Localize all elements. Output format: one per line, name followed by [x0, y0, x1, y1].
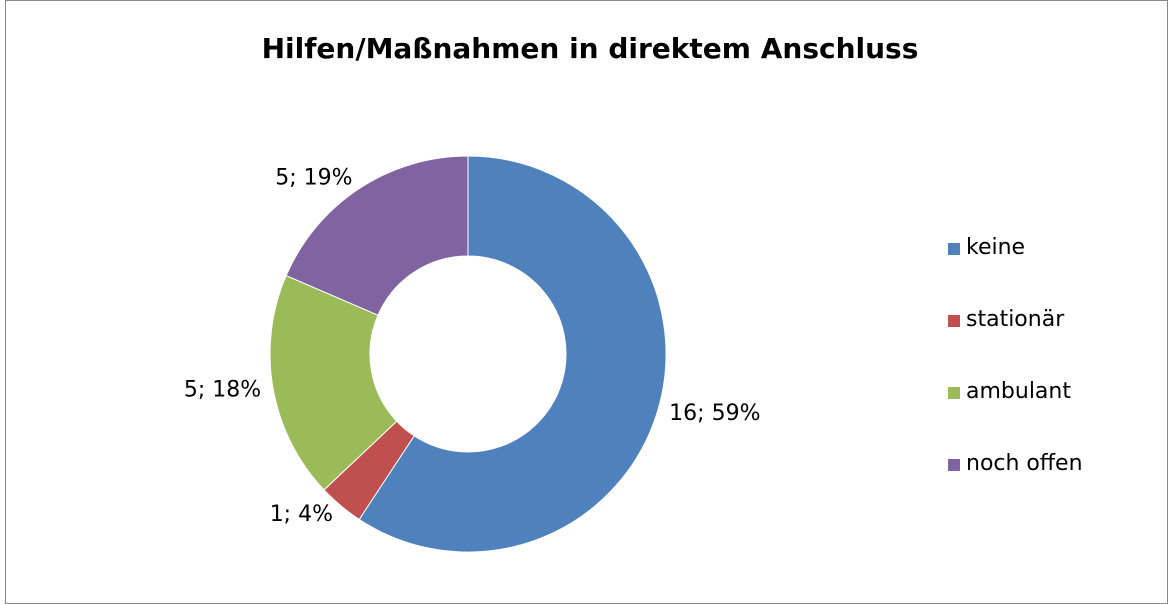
legend-swatch [948, 315, 960, 327]
legend-item: keine [948, 235, 1092, 261]
legend-item: ambulant [948, 379, 1092, 405]
legend-swatch [948, 459, 960, 471]
legend-label: stationär [966, 307, 1065, 332]
chart-title: Hilfen/Maßnahmen in direktem Anschluss [262, 32, 919, 65]
data-label: 5; 19% [275, 166, 352, 191]
data-label: 1; 4% [270, 502, 333, 527]
legend-label: ambulant [966, 379, 1071, 404]
legend-label: keine [966, 235, 1026, 260]
donut-slice [285, 155, 469, 316]
data-label: 16; 59% [669, 401, 760, 426]
legend-swatch [948, 387, 960, 399]
legend-item: stationär [948, 307, 1092, 333]
donut-slice [358, 155, 667, 553]
legend-item: noch offen [948, 451, 1092, 477]
legend-label: noch offen [966, 451, 1083, 476]
legend-swatch [948, 243, 960, 255]
data-label: 5; 18% [184, 377, 261, 402]
donut-slice [269, 274, 398, 491]
